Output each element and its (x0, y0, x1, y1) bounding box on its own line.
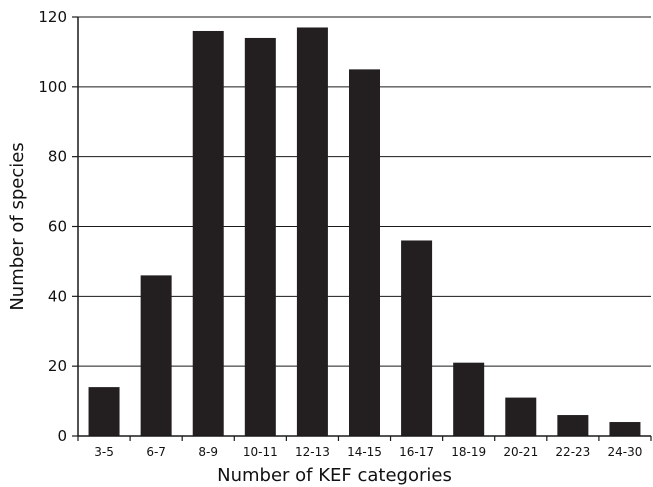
bar-16-17 (401, 240, 433, 436)
y-tick-label-120: 120 (38, 8, 67, 26)
x-tick-label-16-17: 16-17 (399, 445, 434, 459)
x-tick-label-6-7: 6-7 (146, 445, 166, 459)
y-tick-label-100: 100 (38, 78, 67, 96)
x-tick-label-20-21: 20-21 (503, 445, 538, 459)
bar-8-9 (192, 30, 224, 436)
y-tick-label-40: 40 (48, 287, 67, 305)
bar-10-11 (244, 37, 276, 436)
bar-20-21 (505, 397, 537, 436)
x-tick-label-18-19: 18-19 (451, 445, 486, 459)
x-tick-label-10-11: 10-11 (243, 445, 278, 459)
axes (72, 16, 652, 441)
bar-12-13 (296, 27, 328, 436)
y-tick-label-0: 0 (57, 427, 67, 445)
bar-22-23 (557, 415, 589, 436)
x-tick-label-22-23: 22-23 (555, 445, 590, 459)
x-tick-label-12-13: 12-13 (295, 445, 330, 459)
x-tick-label-8-9: 8-9 (198, 445, 218, 459)
bar-3-5 (88, 387, 120, 436)
x-tick-labels: 3-5 6-7 8-9 10-11 12-13 14-15 16-17 18-19 20-21 2… (94, 445, 642, 459)
x-tick-label-14-15: 14-15 (347, 445, 382, 459)
y-axis-title: Number of species (7, 142, 28, 310)
y-tick-label-80: 80 (48, 148, 67, 166)
x-tick-label-3-5: 3-5 (94, 445, 114, 459)
bar-24-30 (609, 422, 641, 436)
bar-14-15 (349, 69, 380, 436)
y-tick-label-60: 60 (48, 218, 67, 236)
bar-18-19 (453, 362, 485, 436)
bars (88, 27, 641, 436)
x-axis-title: Number of KEF categories (217, 465, 452, 486)
y-tick-label-20: 20 (48, 357, 67, 375)
bar-6-7 (140, 275, 172, 436)
y-tick-labels: 0 20 40 60 80 100 120 (38, 8, 67, 445)
x-tick-label-24-30: 24-30 (608, 445, 643, 459)
